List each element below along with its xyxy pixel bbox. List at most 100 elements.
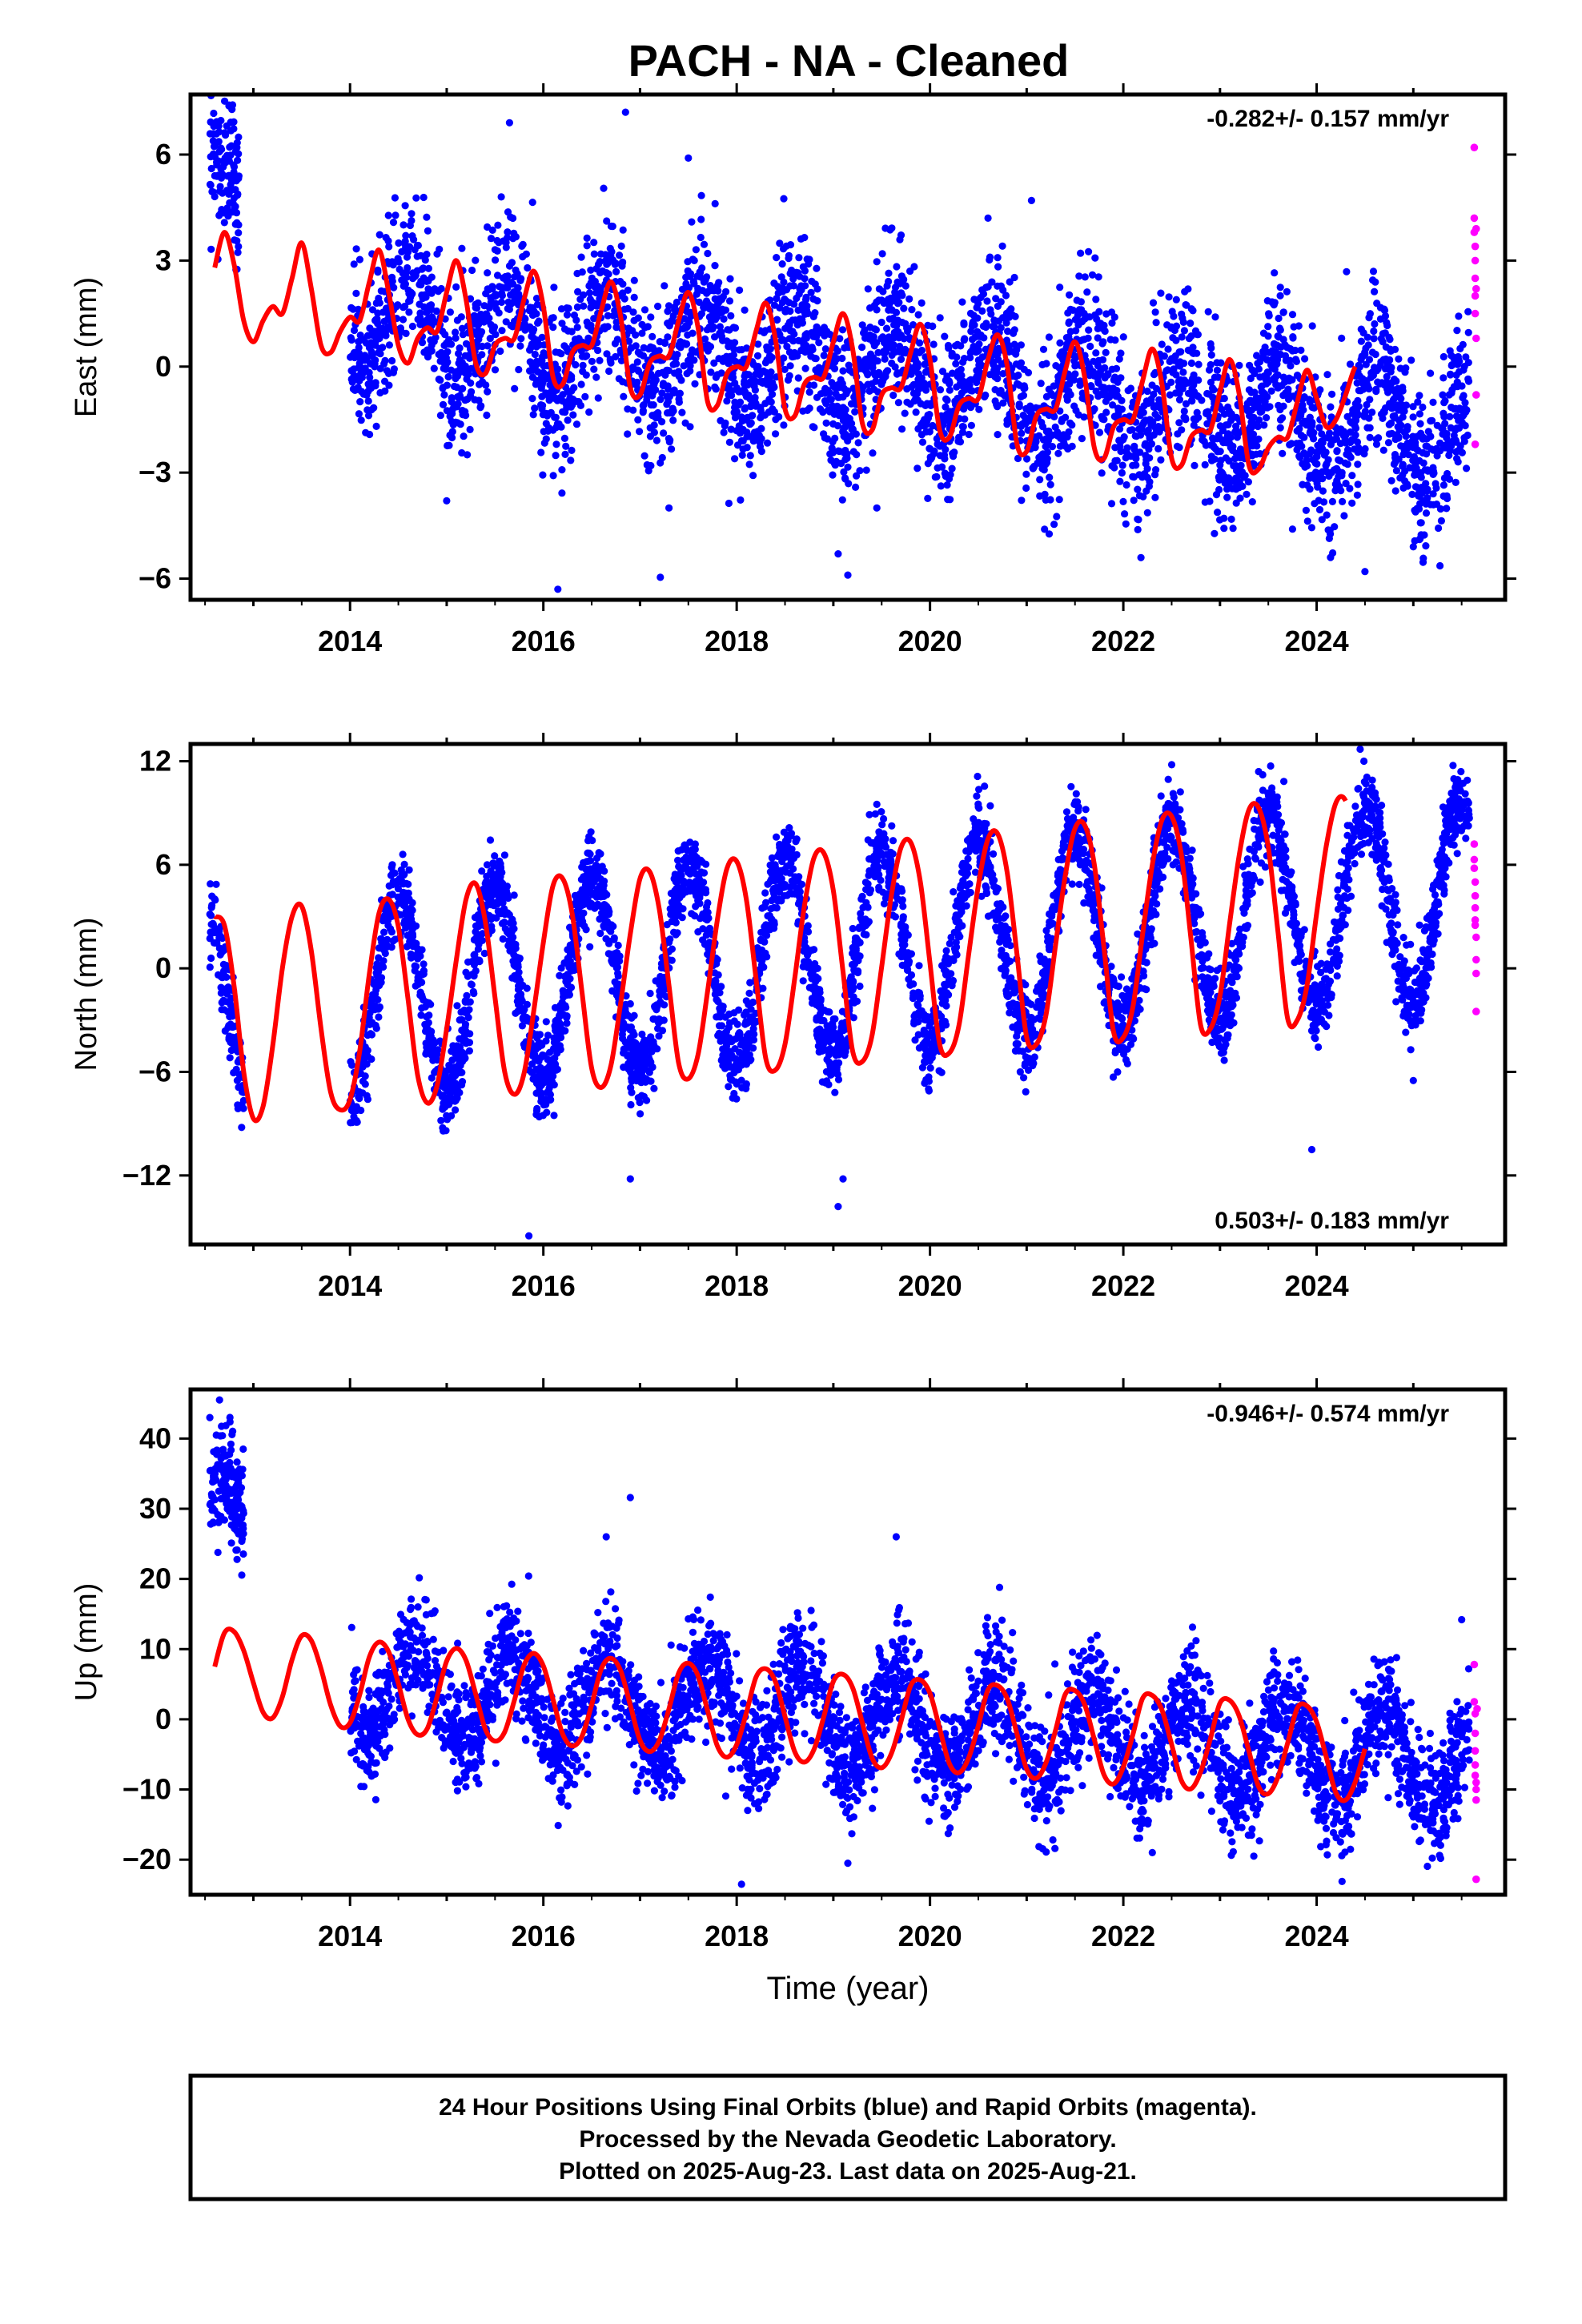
final-point xyxy=(1322,448,1330,456)
final-point xyxy=(1379,338,1387,346)
final-point xyxy=(493,271,502,279)
final-point xyxy=(1366,433,1374,442)
final-point xyxy=(1005,313,1014,321)
final-point xyxy=(675,340,683,349)
final-point xyxy=(1310,435,1318,443)
final-point xyxy=(1107,500,1116,508)
final-point xyxy=(1342,480,1350,488)
final-point xyxy=(1193,331,1202,339)
final-point xyxy=(423,251,431,259)
final-point xyxy=(1140,418,1148,426)
final-point xyxy=(1386,336,1394,344)
final-point xyxy=(1363,424,1371,432)
final-point xyxy=(1206,497,1214,505)
final-point xyxy=(577,253,585,261)
final-point xyxy=(1354,396,1362,404)
final-point xyxy=(1240,473,1248,481)
final-point xyxy=(1255,416,1263,424)
final-point xyxy=(495,309,503,317)
final-point xyxy=(1172,296,1180,304)
final-point xyxy=(584,322,592,330)
final-point xyxy=(362,428,370,436)
final-point xyxy=(226,1054,234,1062)
final-point xyxy=(1439,481,1447,489)
final-point xyxy=(711,199,719,207)
final-point xyxy=(725,391,733,399)
final-point xyxy=(583,242,591,250)
final-point xyxy=(435,376,443,384)
final-point xyxy=(234,248,242,256)
final-point xyxy=(355,338,363,346)
final-point xyxy=(1157,289,1165,297)
final-point xyxy=(1188,396,1196,404)
final-point xyxy=(462,340,471,348)
final-point xyxy=(580,302,588,310)
final-point xyxy=(549,426,557,434)
final-point xyxy=(619,289,627,297)
final-point xyxy=(364,380,372,388)
final-point xyxy=(1135,425,1143,433)
final-point xyxy=(1151,493,1159,501)
final-point xyxy=(1355,361,1363,369)
final-point xyxy=(516,342,524,350)
final-point xyxy=(878,335,886,343)
final-point xyxy=(1179,318,1187,326)
final-point xyxy=(644,467,652,475)
final-point xyxy=(350,365,358,373)
final-point xyxy=(690,279,698,287)
final-point xyxy=(1396,364,1404,372)
final-point xyxy=(673,298,681,307)
final-point xyxy=(933,435,941,443)
final-point xyxy=(411,272,419,280)
final-point xyxy=(831,1088,839,1096)
final-point xyxy=(768,380,777,388)
final-point xyxy=(1429,470,1437,479)
final-point xyxy=(444,441,452,450)
final-point xyxy=(1122,447,1130,455)
final-point xyxy=(858,321,866,329)
final-point xyxy=(1419,558,1427,566)
final-point xyxy=(464,451,472,459)
final-point xyxy=(352,289,360,297)
final-point xyxy=(1357,850,1366,858)
final-point xyxy=(937,482,945,490)
final-point xyxy=(640,452,648,460)
final-point xyxy=(235,133,243,141)
final-point xyxy=(794,374,802,382)
final-point xyxy=(1121,510,1129,518)
final-point xyxy=(983,297,991,305)
final-point xyxy=(731,324,740,332)
final-point xyxy=(869,333,877,341)
final-point xyxy=(218,86,225,93)
final-point xyxy=(664,333,672,341)
final-point xyxy=(683,340,691,348)
final-point xyxy=(1264,378,1272,386)
final-point xyxy=(1058,417,1066,425)
final-point xyxy=(1263,356,1271,364)
final-point xyxy=(865,387,873,395)
final-point xyxy=(994,263,1002,271)
final-point xyxy=(1014,372,1022,380)
final-point xyxy=(1392,467,1400,475)
final-point xyxy=(822,419,830,427)
final-point xyxy=(534,319,542,327)
final-point xyxy=(424,353,432,361)
final-point xyxy=(1459,340,1467,348)
final-point xyxy=(1065,318,1073,326)
final-point xyxy=(1090,405,1098,413)
final-point xyxy=(793,352,801,360)
final-point xyxy=(805,388,813,396)
final-point xyxy=(918,438,927,446)
final-point xyxy=(737,413,745,421)
final-point xyxy=(453,316,462,324)
final-point xyxy=(502,318,510,326)
final-point xyxy=(552,440,560,448)
final-point xyxy=(835,412,843,420)
final-point xyxy=(590,250,598,258)
final-point xyxy=(1341,459,1349,467)
final-point xyxy=(1350,420,1358,428)
final-point xyxy=(815,326,823,334)
final-point xyxy=(994,431,1002,439)
final-point xyxy=(1456,404,1464,412)
final-point xyxy=(659,380,668,388)
